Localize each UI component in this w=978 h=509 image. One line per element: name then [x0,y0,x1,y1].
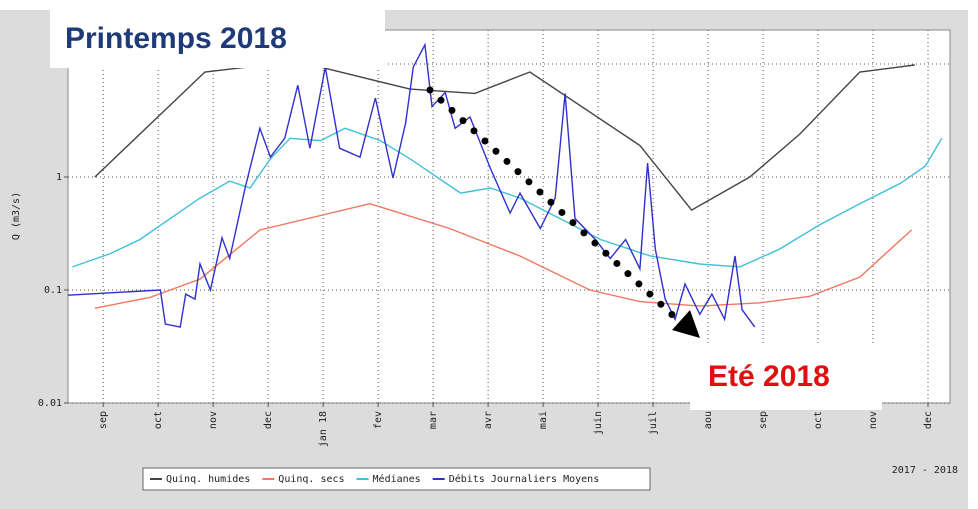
trend-arrow [426,86,700,338]
x-tick-label: avr [483,411,494,429]
annotation-box [50,0,385,68]
annotation: Printemps 2018 [65,22,287,55]
x-tick-label: sep [758,411,769,429]
x-tick-label: juin [593,411,604,435]
x-tick-label: oct [813,411,824,429]
legend-label: Quinq. secs [278,474,344,485]
x-tick-label: sep [98,411,109,429]
arrow-head [672,310,700,338]
legend-label: Quinq. humides [166,474,250,485]
series-line [72,127,943,268]
x-tick-label: jan 18 [318,411,329,447]
legend-label: Débits Journaliers Moyens [449,473,600,485]
legend-items: Quinq. humides Quinq. secs Médianes Débits … [150,473,599,485]
plot-area [67,29,951,404]
x-tick-label: mar [428,411,439,429]
y-tick-label: 0.01 [38,398,62,409]
grid [68,30,950,404]
x-tick-label: nov [868,411,879,429]
axes: 0.010.1110sepoctnovdecjan 18fevmaravrmai… [38,59,934,447]
x-tick-label: oct [153,411,164,429]
x-tick-label: mai [538,411,549,429]
series-line [94,202,912,309]
y-axis-label: Q (m3/s) [11,192,22,240]
legend [142,467,651,491]
x-tick-label: dec [923,411,934,429]
x-tick-label: nov [208,411,219,429]
legend-label: Médianes [373,473,421,485]
arrow-dots [426,86,684,326]
x-tick-label: aou [703,411,714,429]
annotation-box [690,346,882,410]
x-tick-label: fev [373,411,384,429]
x-tick-label: dec [263,411,274,429]
y-tick-label: 0.1 [44,285,62,296]
y-tick-label: 1 [56,172,62,183]
x-tick-label: juil [648,411,659,435]
footer: 2017 - 2018 [892,465,958,476]
annotation: Eté 2018 [708,360,830,393]
